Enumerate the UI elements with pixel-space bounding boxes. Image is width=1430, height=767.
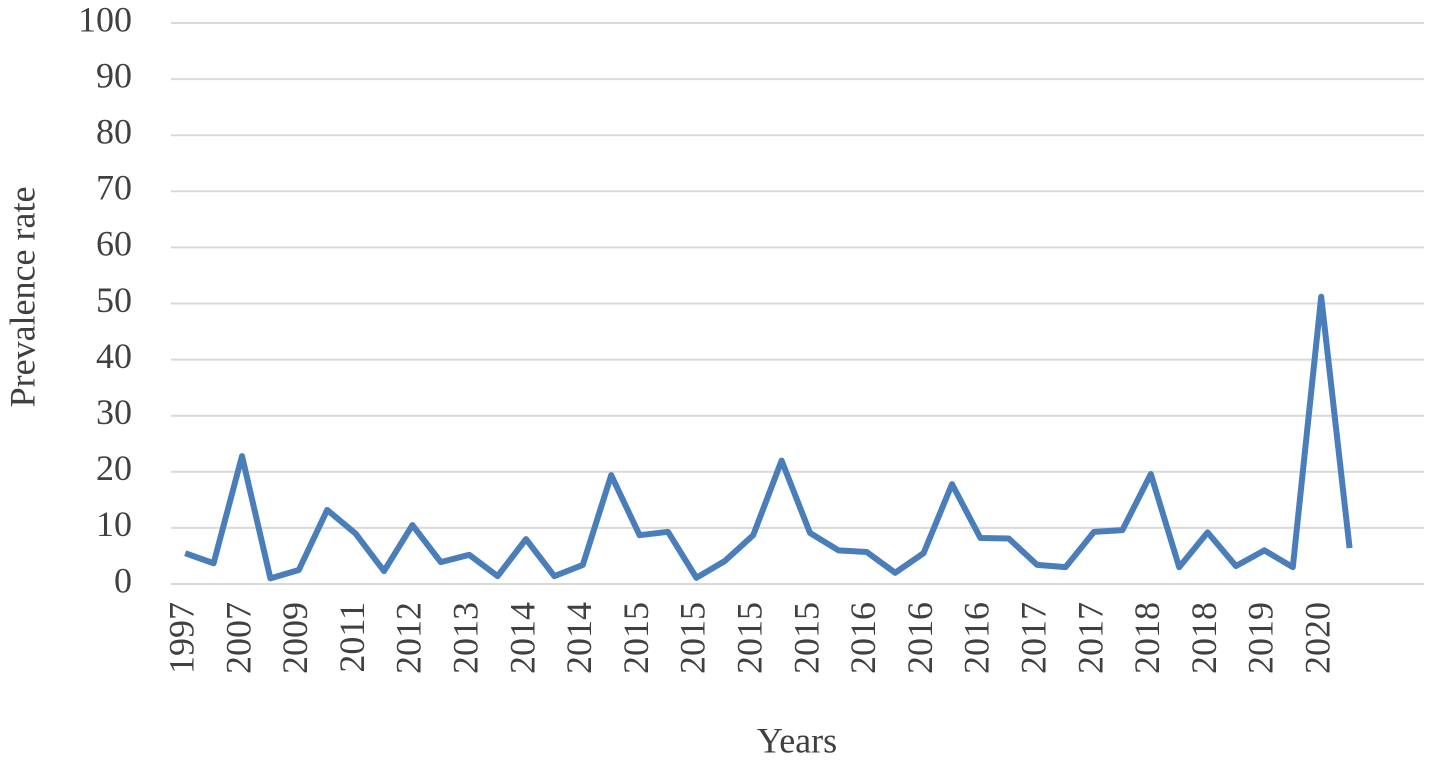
y-axis-title: Prevalence rate	[2, 187, 42, 408]
x-tick-label: 2014	[502, 602, 542, 674]
y-tick-label: 50	[96, 280, 132, 320]
y-tick-label: 100	[78, 0, 132, 39]
y-tick-label: 0	[114, 560, 132, 600]
x-tick-label: 2020	[1297, 602, 1337, 674]
x-tick-label: 2015	[616, 602, 656, 674]
data-line	[184, 293, 1353, 582]
x-tick-label: 1997	[161, 602, 201, 674]
x-tick-label: 2015	[673, 602, 713, 674]
y-tick-label: 80	[96, 111, 132, 151]
y-tick-label: 40	[96, 336, 132, 376]
x-tick-label: 2017	[1013, 602, 1053, 674]
x-tick-label: 2015	[729, 602, 769, 674]
x-tick-label: 2007	[218, 602, 258, 674]
x-tick-label: 2011	[332, 602, 372, 673]
y-tick-label: 90	[96, 55, 132, 95]
y-tick-label: 30	[96, 392, 132, 432]
x-tick-label: 2018	[1184, 602, 1224, 674]
x-tick-label: 2014	[559, 602, 599, 674]
x-tick-label: 2016	[900, 602, 940, 674]
y-tick-label: 20	[96, 448, 132, 488]
x-tick-label: 2015	[786, 602, 826, 674]
x-tick-label: 2018	[1127, 602, 1167, 674]
x-tick-label: 2017	[1070, 602, 1110, 674]
y-tick-label: 60	[96, 224, 132, 264]
y-tick-label: 10	[96, 504, 132, 544]
x-tick-label: 2012	[389, 602, 429, 674]
y-tick-label: 70	[96, 168, 132, 208]
x-tick-label: 2013	[445, 602, 485, 674]
x-tick-label: 2016	[957, 602, 997, 674]
x-axis-title: Years	[757, 720, 837, 760]
x-tick-label: 2009	[275, 602, 315, 674]
x-tick-label: 2019	[1241, 602, 1281, 674]
x-tick-label: 2016	[843, 602, 883, 674]
